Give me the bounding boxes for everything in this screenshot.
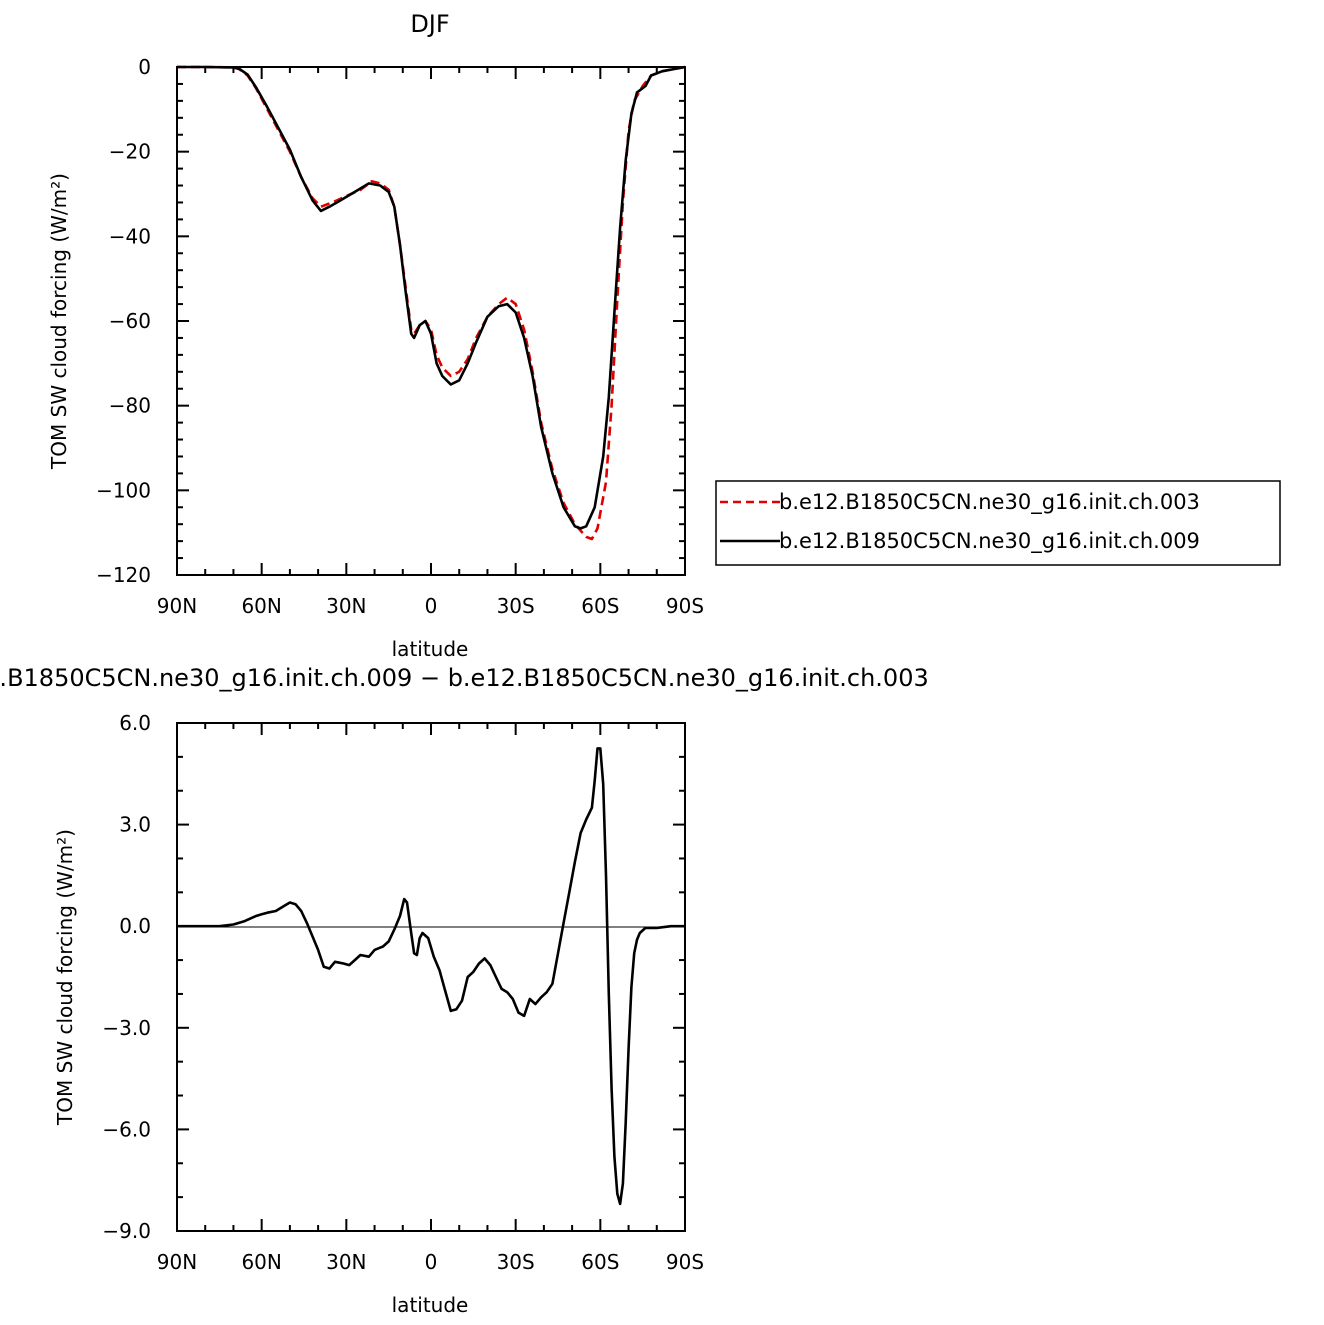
legend-box — [715, 480, 1281, 566]
y-tick-label: −80 — [109, 394, 151, 418]
y-tick-label: −3.0 — [102, 1016, 151, 1040]
x-tick-label: 30N — [326, 1250, 366, 1274]
y-tick-label: −40 — [109, 224, 151, 248]
top-series-lines — [177, 65, 686, 541]
x-tick-label: 30S — [497, 1250, 535, 1274]
x-tick-label: 60N — [241, 1250, 281, 1274]
top-grid-ticks — [176, 66, 686, 576]
legend-label-009: b.e12.B1850C5CN.ne30_g16.init.ch.009 — [779, 529, 1200, 554]
y-tick-label: −20 — [109, 140, 151, 164]
bottom-tick-labels: 90N 60N 30N 0 30S 60S 90S 6.0 3.0 0.0 −3.0 −6.0 −9.0 — [102, 711, 704, 1274]
bottom-chart-title: b.e12.B1850C5CN.ne30_g16.init.ch.009 − b… — [0, 664, 929, 692]
top-chart-title: DJF — [410, 10, 449, 38]
series-line-1 — [177, 65, 686, 530]
y-tick-label: 0 — [138, 55, 151, 79]
x-tick-label: 90S — [666, 1250, 704, 1274]
series-line-0 — [177, 747, 685, 1206]
y-tick-label: −100 — [96, 478, 151, 502]
x-tick-label: 30S — [497, 594, 535, 618]
top-chart: DJF 90N 60N 30N 0 30S 60S 90S 0 −20 −40 −60 −80 −100… — [47, 10, 1281, 661]
x-tick-label: 90N — [157, 1250, 197, 1274]
x-tick-label: 60S — [581, 594, 619, 618]
x-tick-label: 90S — [666, 594, 704, 618]
top-plot-frame — [176, 66, 686, 576]
top-y-axis-label: TOM SW cloud forcing (W/m²) — [47, 173, 71, 470]
y-tick-label: −6.0 — [102, 1117, 151, 1141]
top-legend: b.e12.B1850C5CN.ne30_g16.init.ch.003 b.e… — [715, 480, 1281, 566]
x-tick-label: 30N — [326, 594, 366, 618]
y-tick-label: 6.0 — [119, 711, 151, 735]
x-tick-label: 0 — [425, 594, 438, 618]
bottom-series-lines — [177, 747, 685, 1206]
x-tick-label: 60N — [241, 594, 281, 618]
bottom-y-axis-label: TOM SW cloud forcing (W/m²) — [53, 829, 77, 1126]
top-tick-labels: 90N 60N 30N 0 30S 60S 90S 0 −20 −40 −60 −80 −100 −120 — [96, 55, 704, 618]
top-x-axis-label: latitude — [392, 637, 469, 661]
x-tick-label: 0 — [425, 1250, 438, 1274]
legend-label-003: b.e12.B1850C5CN.ne30_g16.init.ch.003 — [779, 490, 1200, 515]
y-tick-label: −120 — [96, 563, 151, 587]
y-tick-label: −60 — [109, 309, 151, 333]
bottom-x-axis-label: latitude — [392, 1293, 469, 1317]
x-tick-label: 90N — [157, 594, 197, 618]
bottom-plot-frame — [176, 722, 686, 1232]
y-tick-label: 3.0 — [119, 813, 151, 837]
bottom-chart: b.e12.B1850C5CN.ne30_g16.init.ch.009 − b… — [0, 664, 929, 1317]
y-tick-label: 0.0 — [119, 914, 151, 938]
series-line-0 — [177, 65, 686, 541]
x-tick-label: 60S — [581, 1250, 619, 1274]
y-tick-label: −9.0 — [102, 1219, 151, 1243]
